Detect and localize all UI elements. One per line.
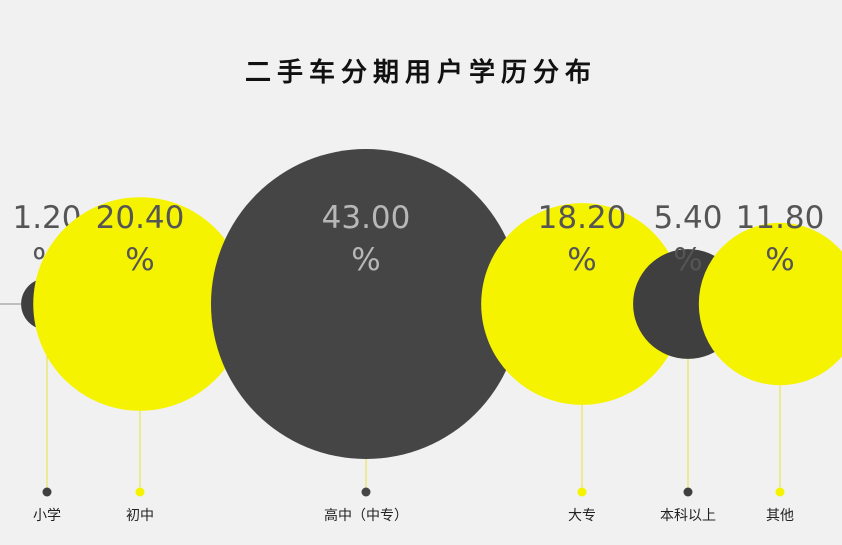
bubble	[33, 197, 247, 411]
category-dot	[577, 487, 587, 497]
value-label: 43.00	[322, 200, 411, 236]
value-label: 20.40	[96, 200, 185, 236]
bubble	[481, 203, 683, 405]
unit-label: %	[567, 242, 596, 278]
bubble	[698, 222, 842, 386]
category-dot	[683, 487, 693, 497]
bubbles-group: 1.20%小学20.40%初中43.00%高中（中专）18.20%大专5.40%…	[12, 149, 842, 524]
bubble	[211, 149, 521, 459]
category-label: 其他	[766, 508, 794, 524]
category-label: 高中（中专）	[324, 507, 408, 524]
unit-label: %	[351, 242, 380, 278]
category-label: 大专	[568, 508, 596, 524]
category-dot	[42, 487, 52, 497]
category-label: 本科以上	[660, 508, 716, 524]
unit-label: %	[673, 242, 702, 278]
value-label: 11.80	[736, 200, 825, 236]
category-dot	[361, 487, 371, 497]
category-label: 小学	[33, 508, 61, 524]
category-dot	[135, 487, 145, 497]
unit-label: %	[125, 242, 154, 278]
value-label: 5.40	[653, 200, 722, 236]
value-label: 18.20	[538, 200, 627, 236]
unit-label: %	[765, 242, 794, 278]
category-dot	[775, 487, 785, 497]
category-label: 初中	[126, 507, 154, 524]
chart-title: 二手车分期用户学历分布	[245, 57, 597, 88]
